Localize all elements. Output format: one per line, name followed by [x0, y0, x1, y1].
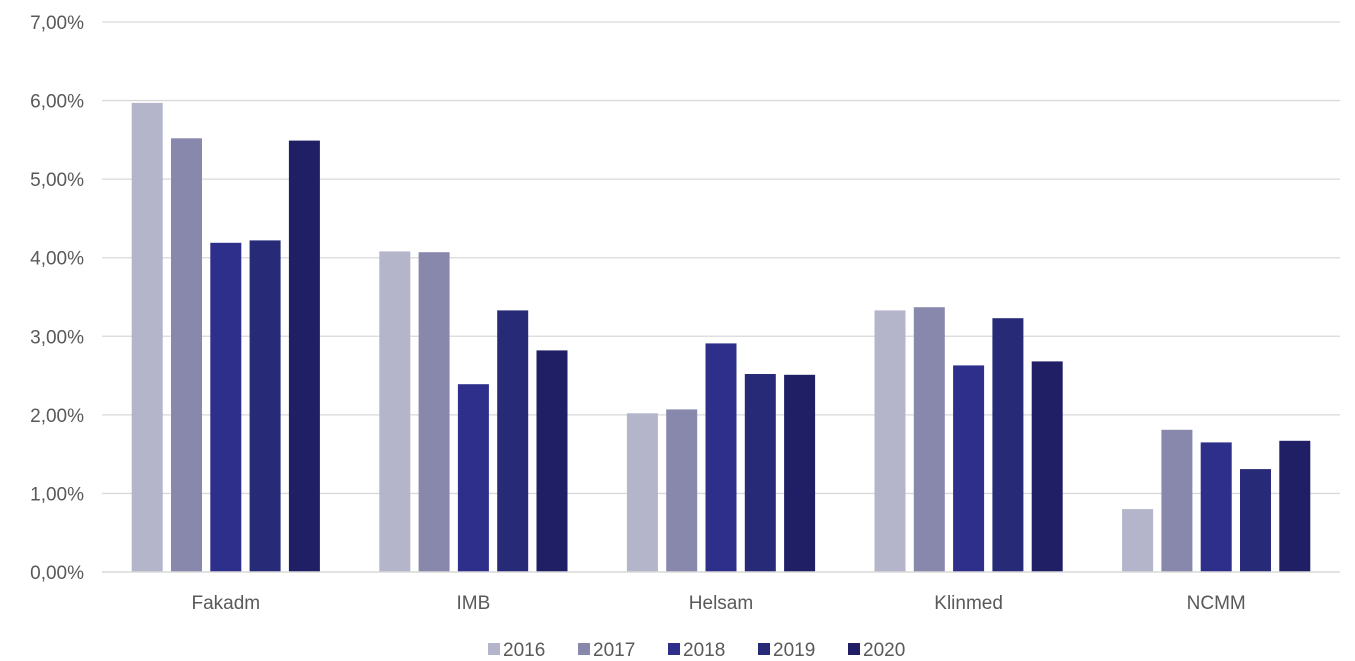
legend-label-2019: 2019	[773, 640, 815, 661]
legend-label-2018: 2018	[683, 640, 725, 661]
bar-imb-2019	[497, 310, 529, 572]
bar-klinmed-2016	[874, 310, 906, 572]
y-tick-label: 4,00%	[30, 249, 84, 270]
x-category-label: Fakadm	[191, 593, 260, 614]
bar-ncmm-2016	[1122, 509, 1154, 572]
legend-label-2016: 2016	[503, 640, 545, 661]
bar-imb-2020	[536, 350, 568, 572]
legend-swatch-2017	[578, 643, 590, 655]
bar-imb-2018	[457, 384, 489, 572]
bar-helsam-2016	[626, 413, 658, 572]
y-axis-tick-labels: 0,00% 1,00% 2,00% 3,00% 4,00% 5,00% 6,00% 7,00%	[30, 13, 84, 584]
bar-klinmed-2020	[1031, 361, 1063, 572]
bar-ncmm-2019	[1240, 469, 1271, 572]
bar-fakadm-2020	[288, 140, 320, 572]
legend-label-2017: 2017	[593, 640, 635, 661]
legend-swatch-2020	[848, 643, 860, 655]
bar-fakadm-2017	[171, 138, 202, 573]
bar-helsam-2018	[705, 343, 737, 572]
legend-swatch-2016	[488, 643, 500, 655]
y-tick-label: 1,00%	[30, 484, 84, 505]
bar-klinmed-2018	[953, 365, 985, 572]
y-tick-label: 7,00%	[30, 13, 84, 34]
x-category-label: Helsam	[689, 593, 753, 614]
y-tick-label: 3,00%	[30, 327, 84, 348]
legend-swatch-2019	[758, 643, 770, 655]
legend: 2016 2017 2018 2019 2020	[488, 640, 905, 661]
x-category-label: IMB	[457, 593, 491, 614]
bar-fakadm-2019	[249, 240, 281, 572]
bar-ncmm-2020	[1279, 440, 1311, 572]
bar-klinmed-2017	[913, 307, 945, 572]
x-category-label: NCMM	[1187, 593, 1246, 614]
y-tick-label: 2,00%	[30, 406, 84, 427]
bars	[131, 102, 1311, 573]
bar-ncmm-2018	[1200, 442, 1232, 572]
legend-swatch-2018	[668, 643, 680, 655]
y-tick-label: 6,00%	[30, 92, 84, 113]
bar-helsam-2019	[744, 374, 776, 572]
bar-imb-2017	[418, 252, 450, 572]
x-category-label: Klinmed	[934, 593, 1003, 614]
bar-helsam-2017	[666, 409, 698, 572]
bar-imb-2016	[379, 251, 411, 572]
bar-helsam-2020	[784, 374, 816, 572]
x-axis-category-labels: Fakadm IMB Helsam Klinmed NCMM	[191, 593, 1245, 614]
y-tick-label: 5,00%	[30, 170, 84, 191]
bar-fakadm-2016	[131, 102, 163, 573]
bar-fakadm-2018	[210, 242, 242, 573]
bar-ncmm-2017	[1161, 429, 1193, 572]
y-tick-label: 0,00%	[30, 563, 84, 584]
bar-klinmed-2019	[992, 318, 1024, 572]
legend-label-2020: 2020	[863, 640, 905, 661]
